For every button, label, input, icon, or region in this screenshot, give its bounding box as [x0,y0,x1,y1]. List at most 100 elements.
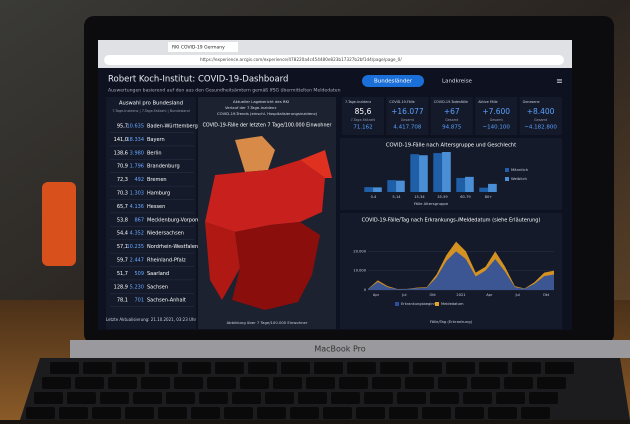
state-name[interactable]: Mecklenburg-Vorpommern [147,217,213,223]
key [298,392,327,404]
legend-swatch [435,302,439,306]
incidence[interactable]: 141,0 [114,137,128,143]
incidence[interactable]: 57,1 [117,244,128,250]
key [339,377,368,389]
state-name[interactable]: Bremen [147,177,167,183]
key [182,362,211,374]
state-name[interactable]: Brandenburg [147,164,180,170]
x-tick-label: Apr [486,293,493,297]
cases[interactable]: 2.447 [130,258,144,264]
x-tick-label: Jul [514,293,519,297]
kpi-value: 85,6 [355,107,372,116]
incidence[interactable]: 78,1 [117,298,128,304]
key [545,362,574,374]
bar [456,177,466,192]
key [240,377,269,389]
state-name[interactable]: Berlin [147,150,162,156]
kpi-box [519,97,562,135]
x-tick-label: 5-14 [392,195,401,199]
key [191,407,220,419]
cases[interactable]: 3.980 [130,150,144,156]
key [463,392,492,404]
incidence[interactable]: 70,3 [117,191,128,197]
map-region[interactable] [235,136,275,172]
key [42,377,71,389]
map-region[interactable] [300,150,332,178]
cases[interactable]: 1.303 [130,191,144,197]
incidence[interactable]: 95,7 [117,124,128,130]
cases[interactable]: 18.334 [127,137,145,143]
cases[interactable]: 867 [134,217,144,223]
state-name[interactable]: Baden-Württemberg [147,124,198,130]
state-name[interactable]: Saarland [147,271,169,277]
map-region[interactable] [205,160,325,232]
kpi-total: 94.875 [442,125,462,131]
incidence[interactable]: 54,4 [117,231,128,237]
cases[interactable]: 10.235 [127,244,145,250]
map-region[interactable] [232,222,320,310]
kpi-total: 71.162 [353,125,372,131]
dashboard-subtitle: Auswertungen basierend auf den aus den G… [108,88,341,94]
state-name[interactable]: Sachsen [147,284,168,290]
key [34,392,63,404]
key [149,362,178,374]
x-tick-label: Okt [430,293,437,297]
state-name[interactable]: Nordrhein-Westfalen [147,244,198,250]
x-tick-label: 35-59 [437,195,448,199]
state-rows: 95,710.635 Baden-Württemberg 141,018.334 Ba… [110,124,213,307]
cases[interactable]: 5.230 [130,284,144,290]
incidence[interactable]: 65,7 [117,204,128,210]
incidence[interactable]: 138,6 [114,150,128,156]
key [158,407,187,419]
map-option[interactable]: COVID-19-Trends (einschl. Hospitalisieru… [217,111,318,116]
kpi-total: ~140.100 [483,125,511,131]
key [455,407,484,419]
state-name[interactable]: Hessen [147,204,165,210]
button[interactable] [362,75,424,87]
x-tick-label: 2021 [456,293,465,297]
laptop-label: MacBook Pro [314,345,365,354]
incidence[interactable]: 128,9 [114,284,128,290]
button-label[interactable]: Landkreise [442,79,473,85]
kpi-total: 4.417.708 [393,125,421,131]
age-chart: COVID-19-Fälle nach Altersgruppe und Ges… [364,143,529,206]
state-name[interactable]: Sachsen-Anhalt [147,298,186,304]
cases[interactable]: 509 [134,271,144,277]
cases[interactable]: 4.136 [130,204,144,210]
map-option[interactable]: Aktueller Lagebericht des RKI [233,99,289,104]
cases[interactable]: 4.352 [130,231,144,237]
key [125,407,154,419]
state-name[interactable]: Rheinland-Pfalz [147,258,186,264]
legend-label: Meldedatum [441,302,464,306]
menu-icon[interactable]: ≡ [556,77,563,86]
state-name[interactable]: Niedersachsen [147,231,184,237]
kpi-sub: Gesamt [534,118,548,122]
incidence[interactable]: 51,7 [117,271,128,277]
kpi-label: COVID-19-Todesfälle [434,100,468,104]
key [471,377,500,389]
kpi-label: Genesene [523,100,540,104]
address-bar[interactable] [104,55,564,65]
incidence[interactable]: 59,7 [117,258,128,264]
cases[interactable]: 1.796 [130,164,144,170]
incidence[interactable]: 70,9 [117,164,128,170]
map-option[interactable]: Verlauf der 7-Tage-Inzidenz [225,105,276,110]
key [290,407,319,419]
kpi-value: +16.077 [391,107,424,116]
legend-label: Weiblich [511,176,528,181]
kpi-box [430,97,473,135]
cases[interactable]: 492 [134,177,144,183]
chart-title: COVID-19-Fälle/Tag nach Erkrankungs-/Mel… [362,218,541,224]
state-name[interactable]: Bayern [147,137,165,143]
state-name[interactable]: Hamburg [147,191,170,197]
update-note: Letzte Aktualisierung: 21.10.2021, 03:23… [106,317,197,322]
kpi-box [475,97,518,135]
incidence[interactable]: 53,8 [117,217,128,223]
cases[interactable]: 701 [134,298,144,304]
cases[interactable]: 10.635 [127,124,145,130]
map-region[interactable] [205,222,240,300]
browser-tab[interactable] [168,42,238,52]
incidence[interactable]: 72,3 [117,177,128,183]
